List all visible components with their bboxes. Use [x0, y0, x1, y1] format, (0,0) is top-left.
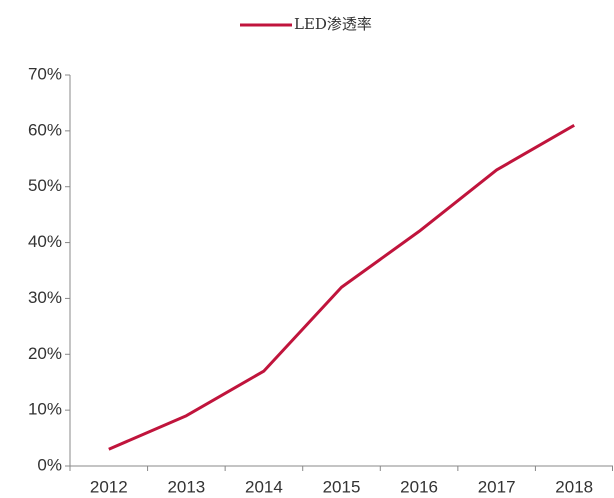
legend-label: LED渗透率	[294, 15, 372, 33]
x-tick-label: 2013	[167, 477, 205, 496]
y-tick-label: 60%	[28, 120, 62, 139]
x-tick-label: 2012	[90, 477, 128, 496]
y-tick-label: 10%	[28, 400, 62, 419]
x-tick-label: 2015	[323, 477, 361, 496]
x-tick-label: 2016	[400, 477, 438, 496]
x-tick-label: 2014	[245, 477, 283, 496]
y-tick-label: 50%	[28, 176, 62, 195]
y-tick-label: 20%	[28, 344, 62, 363]
x-tick-label: 2017	[478, 477, 516, 496]
y-tick-label: 0%	[37, 455, 62, 474]
y-tick-label: 70%	[28, 64, 62, 83]
y-tick-label: 30%	[28, 288, 62, 307]
data-line	[108, 123, 575, 451]
y-tick-label: 40%	[28, 232, 62, 251]
x-tick-label: 2018	[555, 477, 593, 496]
